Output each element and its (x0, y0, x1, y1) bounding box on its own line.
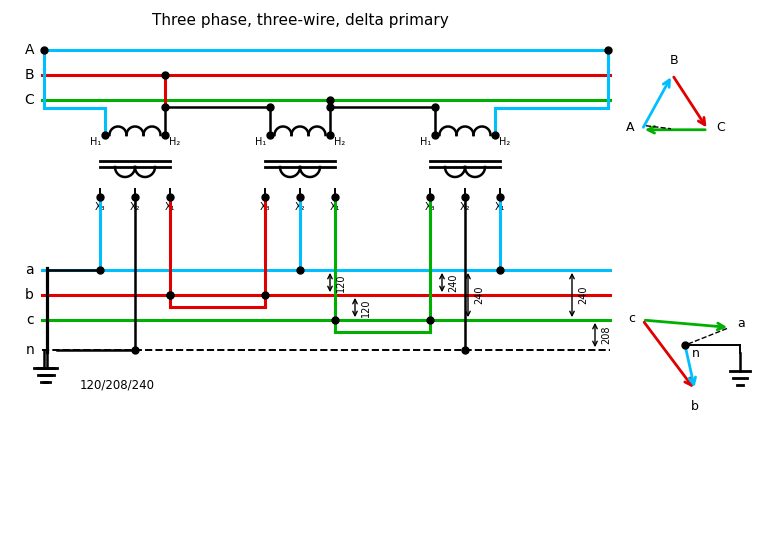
Text: Three phase, three-wire, delta primary: Three phase, three-wire, delta primary (151, 12, 449, 27)
Text: H₁: H₁ (255, 137, 266, 147)
Text: X₂: X₂ (295, 202, 305, 212)
Text: A: A (25, 43, 34, 57)
Text: X₃: X₃ (425, 202, 435, 212)
Text: c: c (26, 313, 34, 327)
Text: A: A (625, 122, 634, 134)
Text: H₁: H₁ (90, 137, 101, 147)
Text: b: b (25, 288, 34, 302)
Text: C: C (716, 122, 725, 134)
Text: 240: 240 (448, 273, 458, 292)
Text: 120: 120 (361, 298, 371, 317)
Text: 240: 240 (578, 286, 588, 304)
Text: 208: 208 (601, 326, 611, 344)
Text: n: n (25, 343, 34, 357)
Text: B: B (25, 68, 34, 82)
Text: X₁: X₁ (329, 202, 340, 212)
Text: X₂: X₂ (460, 202, 470, 212)
Text: n: n (692, 347, 700, 360)
Text: X₁: X₁ (495, 202, 505, 212)
Text: B: B (670, 54, 679, 67)
Text: H₁: H₁ (420, 137, 431, 147)
Text: 240: 240 (474, 286, 484, 304)
Text: C: C (25, 93, 34, 107)
Text: 120: 120 (336, 273, 346, 292)
Text: 120/208/240: 120/208/240 (80, 378, 155, 391)
Text: a: a (737, 317, 745, 330)
Text: c: c (628, 311, 635, 324)
Text: a: a (25, 263, 34, 277)
Text: X₃: X₃ (94, 202, 105, 212)
Text: H₂: H₂ (334, 137, 346, 147)
Text: H₂: H₂ (499, 137, 510, 147)
Text: X₂: X₂ (130, 202, 141, 212)
Text: H₂: H₂ (169, 137, 180, 147)
Text: X₃: X₃ (260, 202, 270, 212)
Text: X₁: X₁ (165, 202, 175, 212)
Text: b: b (691, 400, 699, 413)
